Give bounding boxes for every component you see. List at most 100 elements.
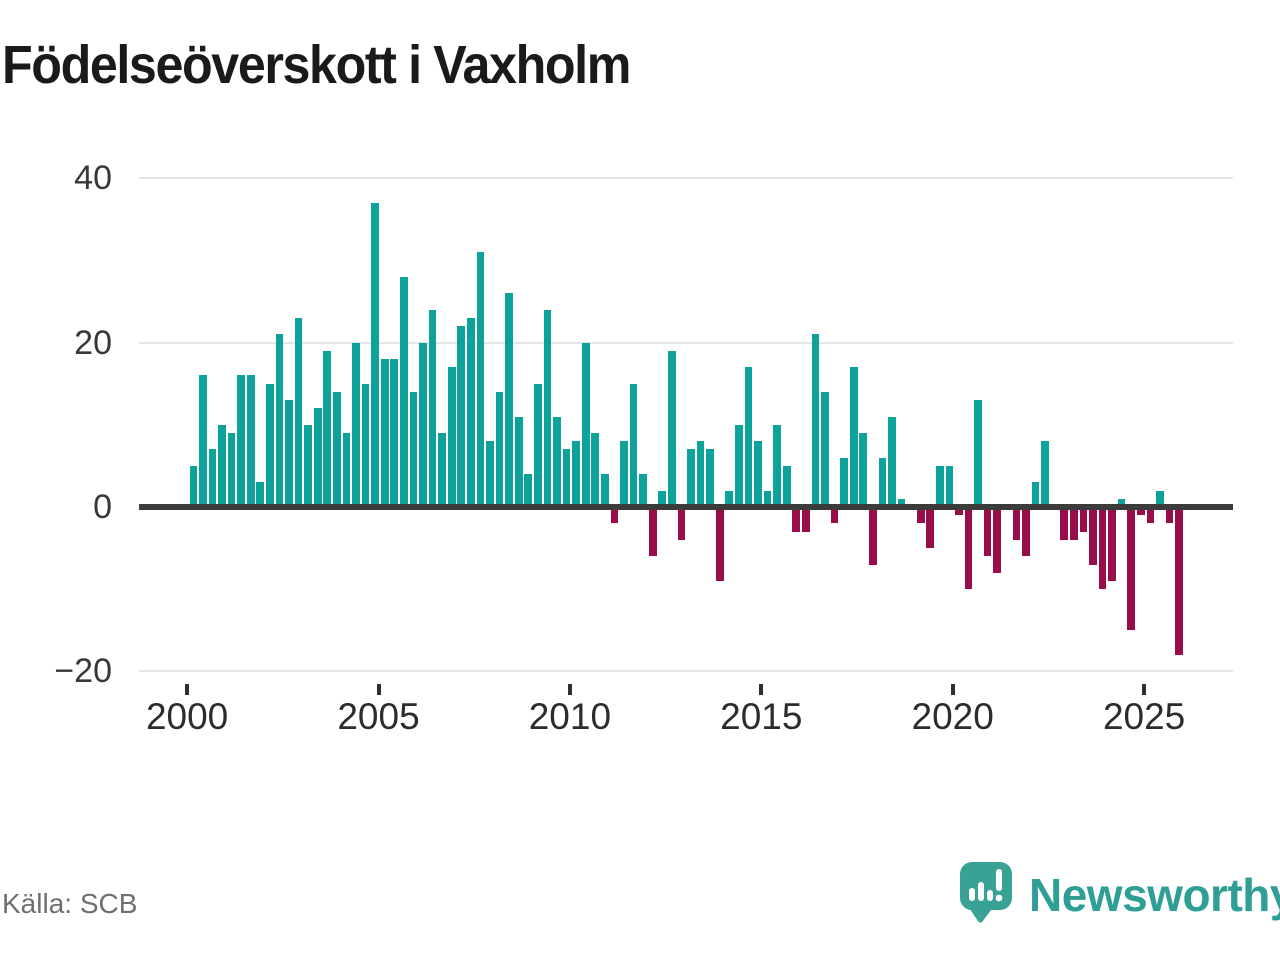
bar xyxy=(993,505,1002,573)
bar xyxy=(782,465,791,509)
bar xyxy=(333,391,341,509)
bar xyxy=(601,474,609,509)
x-axis-tick xyxy=(376,684,381,695)
x-axis-tick xyxy=(567,684,572,695)
bar xyxy=(706,449,714,509)
bar xyxy=(620,441,628,509)
bar xyxy=(955,505,963,516)
bar xyxy=(658,490,667,509)
bar xyxy=(926,505,935,549)
bar xyxy=(486,441,494,509)
bar xyxy=(495,391,504,509)
bar xyxy=(562,449,571,509)
bar xyxy=(581,342,590,509)
bar xyxy=(888,416,896,509)
bar xyxy=(830,505,839,524)
bar xyxy=(1165,505,1174,524)
bar xyxy=(639,474,647,509)
bar xyxy=(763,490,772,509)
bar xyxy=(734,424,743,509)
bar xyxy=(380,359,389,509)
bar xyxy=(1127,505,1136,631)
bar xyxy=(342,433,351,509)
bar xyxy=(285,400,293,509)
newsworthy-wordmark: Newsworthy xyxy=(1029,869,1280,921)
bar xyxy=(1156,490,1164,509)
bar xyxy=(390,359,399,509)
bar xyxy=(878,457,887,509)
bar xyxy=(1069,505,1078,540)
x-axis-tick xyxy=(1142,684,1147,695)
gridline-y-20 xyxy=(139,341,1233,344)
bar xyxy=(189,465,198,509)
bar xyxy=(840,457,848,509)
bar xyxy=(419,342,427,509)
bar xyxy=(304,424,313,509)
x-axis-label: 2010 xyxy=(528,696,612,737)
bar xyxy=(648,505,657,557)
bar xyxy=(294,317,303,509)
x-axis-label: 2020 xyxy=(911,696,994,737)
bar xyxy=(208,449,217,509)
bar xyxy=(1175,505,1183,655)
bar xyxy=(1136,505,1145,516)
chart-title: Födelseöverskott i Vaxholm xyxy=(2,35,631,95)
bar xyxy=(199,375,207,509)
bar xyxy=(371,202,380,509)
bar xyxy=(1108,505,1116,581)
bar xyxy=(361,383,370,509)
bar xyxy=(553,416,561,509)
bar xyxy=(849,367,858,509)
bar xyxy=(1012,505,1021,540)
bar xyxy=(246,375,255,509)
newsworthy-logo-icon xyxy=(960,862,1012,923)
bar xyxy=(859,433,868,509)
bar xyxy=(534,383,542,509)
bar xyxy=(1098,505,1107,590)
bar xyxy=(677,505,686,540)
bar xyxy=(400,276,408,509)
bar xyxy=(935,465,944,509)
bar xyxy=(227,433,236,509)
bar xyxy=(447,367,456,509)
bar xyxy=(916,505,925,524)
bar xyxy=(725,490,734,509)
bar xyxy=(237,375,246,509)
bar xyxy=(524,474,533,509)
x-axis-tick xyxy=(759,684,764,695)
bar xyxy=(313,408,322,509)
bar xyxy=(1089,505,1097,565)
bar xyxy=(1041,441,1049,509)
bar xyxy=(266,383,274,509)
bar xyxy=(629,383,638,509)
bar xyxy=(1060,505,1069,540)
bar xyxy=(1079,505,1088,532)
bar xyxy=(610,505,619,524)
bar xyxy=(428,309,437,509)
bar xyxy=(505,293,513,509)
bar xyxy=(275,334,284,509)
bar xyxy=(974,400,982,509)
x-axis-label: 2015 xyxy=(720,696,803,737)
bar xyxy=(514,416,523,509)
bar xyxy=(256,482,265,509)
x-axis-label: 2000 xyxy=(145,696,229,737)
x-axis-tick xyxy=(185,684,190,695)
bar xyxy=(668,350,676,509)
bar xyxy=(409,391,418,509)
bar xyxy=(457,326,466,509)
bar xyxy=(821,391,829,509)
zero-axis-line xyxy=(139,503,1233,510)
bar xyxy=(467,317,475,509)
y-axis-label: 40 xyxy=(74,159,112,198)
x-axis-label: 2005 xyxy=(337,696,420,737)
bar xyxy=(1022,505,1030,557)
bar xyxy=(1146,505,1155,524)
bar xyxy=(754,441,762,509)
bar xyxy=(792,505,801,532)
bar xyxy=(323,350,332,509)
bar xyxy=(773,424,781,509)
bar xyxy=(352,342,360,509)
